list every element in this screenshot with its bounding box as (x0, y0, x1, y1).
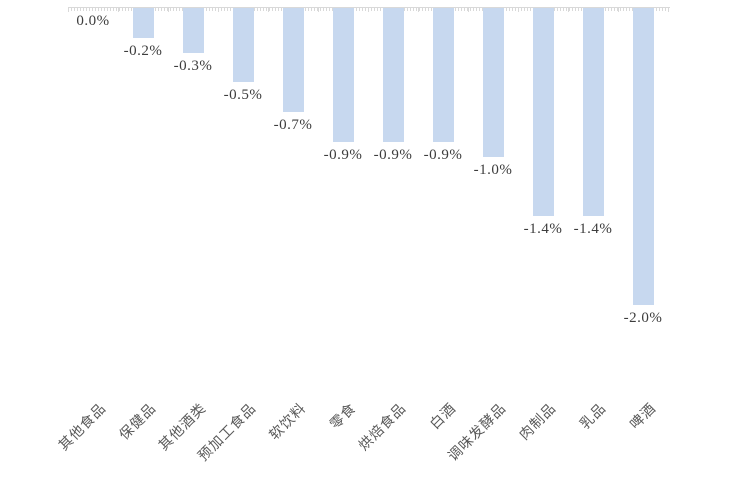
value-label: -1.0% (473, 162, 513, 178)
category-label: 肉制品 (517, 401, 560, 444)
x-axis-minor-ticks (68, 8, 670, 11)
bar (632, 8, 654, 305)
axis-tick (318, 8, 319, 12)
bar (582, 8, 604, 216)
axis-tick (418, 8, 419, 12)
bar (332, 8, 354, 142)
category-label: 软饮料 (267, 401, 310, 444)
value-label: -0.9% (423, 147, 463, 163)
value-label: -0.2% (123, 43, 163, 59)
category-label: 白酒 (427, 401, 460, 433)
axis-tick (168, 8, 169, 12)
axis-tick (68, 8, 69, 12)
axis-tick (218, 8, 219, 12)
bar (182, 8, 204, 53)
axis-tick (568, 8, 569, 12)
bar (482, 8, 504, 157)
x-axis-line (68, 7, 670, 8)
axis-tick (468, 8, 469, 12)
category-label: 零食 (327, 401, 360, 433)
category-label: 烘焙食品 (356, 401, 410, 455)
value-label: -0.5% (223, 87, 263, 103)
value-label: 0.0% (76, 13, 110, 29)
axis-tick (368, 8, 369, 12)
value-label: -0.9% (373, 147, 413, 163)
axis-tick (618, 8, 619, 12)
bar (382, 8, 404, 142)
axis-tick (268, 8, 269, 12)
bar (282, 8, 304, 112)
value-label: -0.3% (173, 58, 213, 74)
category-label: 啤酒 (627, 401, 660, 433)
bar (232, 8, 254, 82)
category-label: 乳品 (577, 401, 610, 433)
category-label: 保健品 (117, 401, 160, 444)
value-label: -1.4% (523, 221, 563, 237)
value-label: -2.0% (623, 310, 663, 326)
value-label: -0.7% (273, 117, 313, 133)
category-label: 其他食品 (56, 401, 110, 455)
bar (532, 8, 554, 216)
value-label: -0.9% (323, 147, 363, 163)
axis-tick (518, 8, 519, 12)
axis-tick (668, 8, 669, 12)
axis-tick (118, 8, 119, 12)
bar (132, 8, 154, 38)
bar (432, 8, 454, 142)
value-label: -1.4% (573, 221, 613, 237)
